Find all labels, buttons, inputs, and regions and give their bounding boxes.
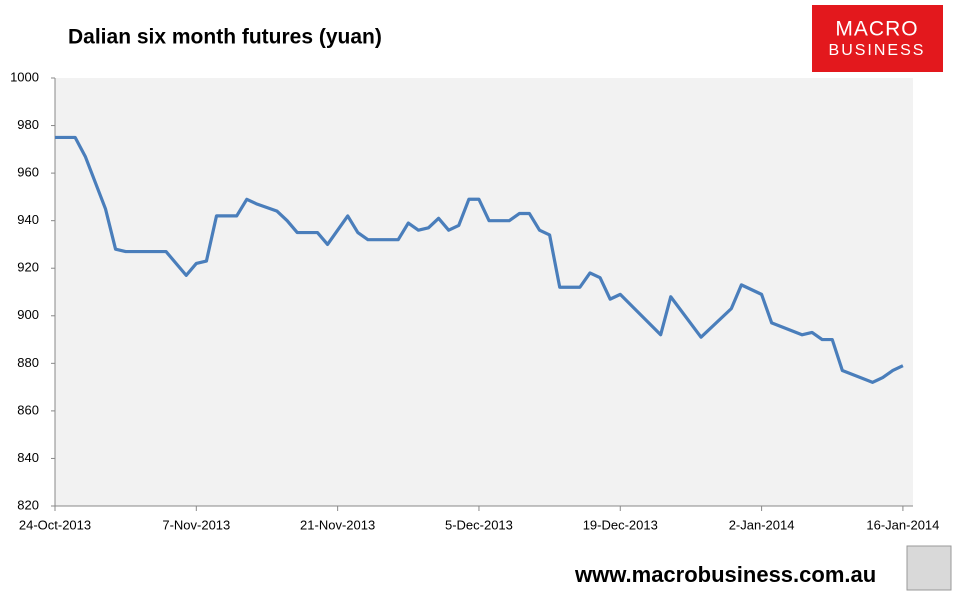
logo-text: BUSINESS — [829, 42, 926, 59]
data-line — [55, 135, 904, 384]
y-tick-label: 980 — [17, 117, 39, 132]
logo: MACRO BUSINESS — [812, 5, 943, 72]
plot-area — [55, 78, 913, 506]
y-tick-label: 840 — [17, 450, 39, 465]
chart-title: Dalian six month futures (yuan) — [68, 26, 382, 49]
x-tick-label: 7-Nov-2013 — [162, 517, 230, 532]
y-tick-label: 960 — [17, 165, 39, 180]
y-tick-label: 1000 — [10, 69, 39, 84]
y-tick-label: 880 — [17, 355, 39, 370]
logo-box — [812, 5, 943, 72]
footer-url: www.macrobusiness.com.au — [574, 562, 876, 587]
x-tick-label: 21-Nov-2013 — [300, 517, 375, 532]
logo-text: MACRO — [835, 18, 918, 41]
wolf-icon — [906, 545, 952, 591]
x-tick-label: 24-Oct-2013 — [19, 517, 91, 532]
y-tick-label: 860 — [17, 402, 39, 417]
x-tick-label: 16-Jan-2014 — [866, 517, 939, 532]
y-tick-label: 940 — [17, 212, 39, 227]
x-tick-label: 19-Dec-2013 — [583, 517, 658, 532]
y-tick-label: 820 — [17, 497, 39, 512]
x-tick-label: 2-Jan-2014 — [729, 517, 795, 532]
y-tick-label: 920 — [17, 260, 39, 275]
y-tick-label: 900 — [17, 307, 39, 322]
x-tick-label: 5-Dec-2013 — [445, 517, 513, 532]
